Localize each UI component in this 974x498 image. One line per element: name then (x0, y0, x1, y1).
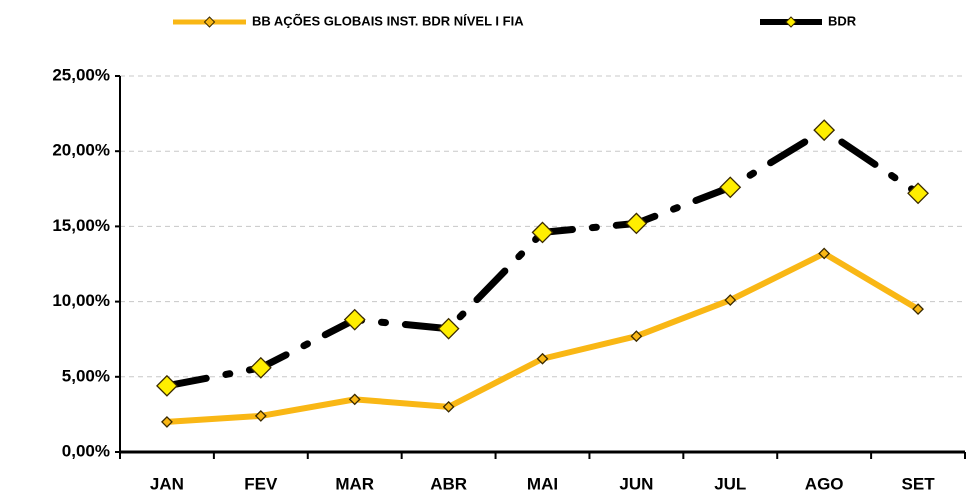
x-tick-label: AGO (805, 474, 844, 493)
series-line (163, 126, 922, 390)
legend-marker (203, 16, 216, 28)
y-tick-label: 25,00% (52, 65, 110, 84)
marker (536, 352, 549, 365)
y-tick-label: 0,00% (62, 441, 110, 460)
x-tick-label: MAI (527, 474, 558, 493)
y-tick-label: 5,00% (62, 366, 110, 385)
legend-label: BB AÇÕES GLOBAIS INST. BDR NÍVEL I FIA (252, 13, 524, 28)
x-tick-label: JUL (714, 474, 746, 493)
marker (724, 294, 737, 307)
marker (249, 356, 272, 379)
y-tick-label: 20,00% (52, 141, 110, 160)
marker (630, 330, 643, 343)
marker (907, 182, 929, 205)
x-tick-label: FEV (244, 474, 278, 493)
series-line (163, 250, 922, 425)
y-tick-label: 10,00% (52, 291, 110, 310)
marker (343, 308, 366, 331)
marker (813, 119, 836, 142)
x-tick-label: MAR (335, 474, 374, 493)
x-tick-label: SET (902, 474, 936, 493)
x-tick-label: JAN (150, 474, 184, 493)
marker (818, 247, 831, 260)
marker (437, 317, 460, 340)
marker (254, 409, 267, 422)
marker (531, 221, 554, 244)
x-tick-label: JUN (619, 474, 653, 493)
marker (442, 400, 455, 413)
marker (912, 303, 924, 316)
y-tick-label: 15,00% (52, 216, 110, 235)
marker (348, 393, 361, 406)
marker (719, 176, 742, 199)
x-tick-label: ABR (430, 474, 467, 493)
legend-marker (785, 16, 797, 28)
marker (161, 416, 173, 428)
marker (156, 374, 178, 397)
legend-label: BDR (828, 13, 857, 28)
marker (625, 212, 648, 235)
